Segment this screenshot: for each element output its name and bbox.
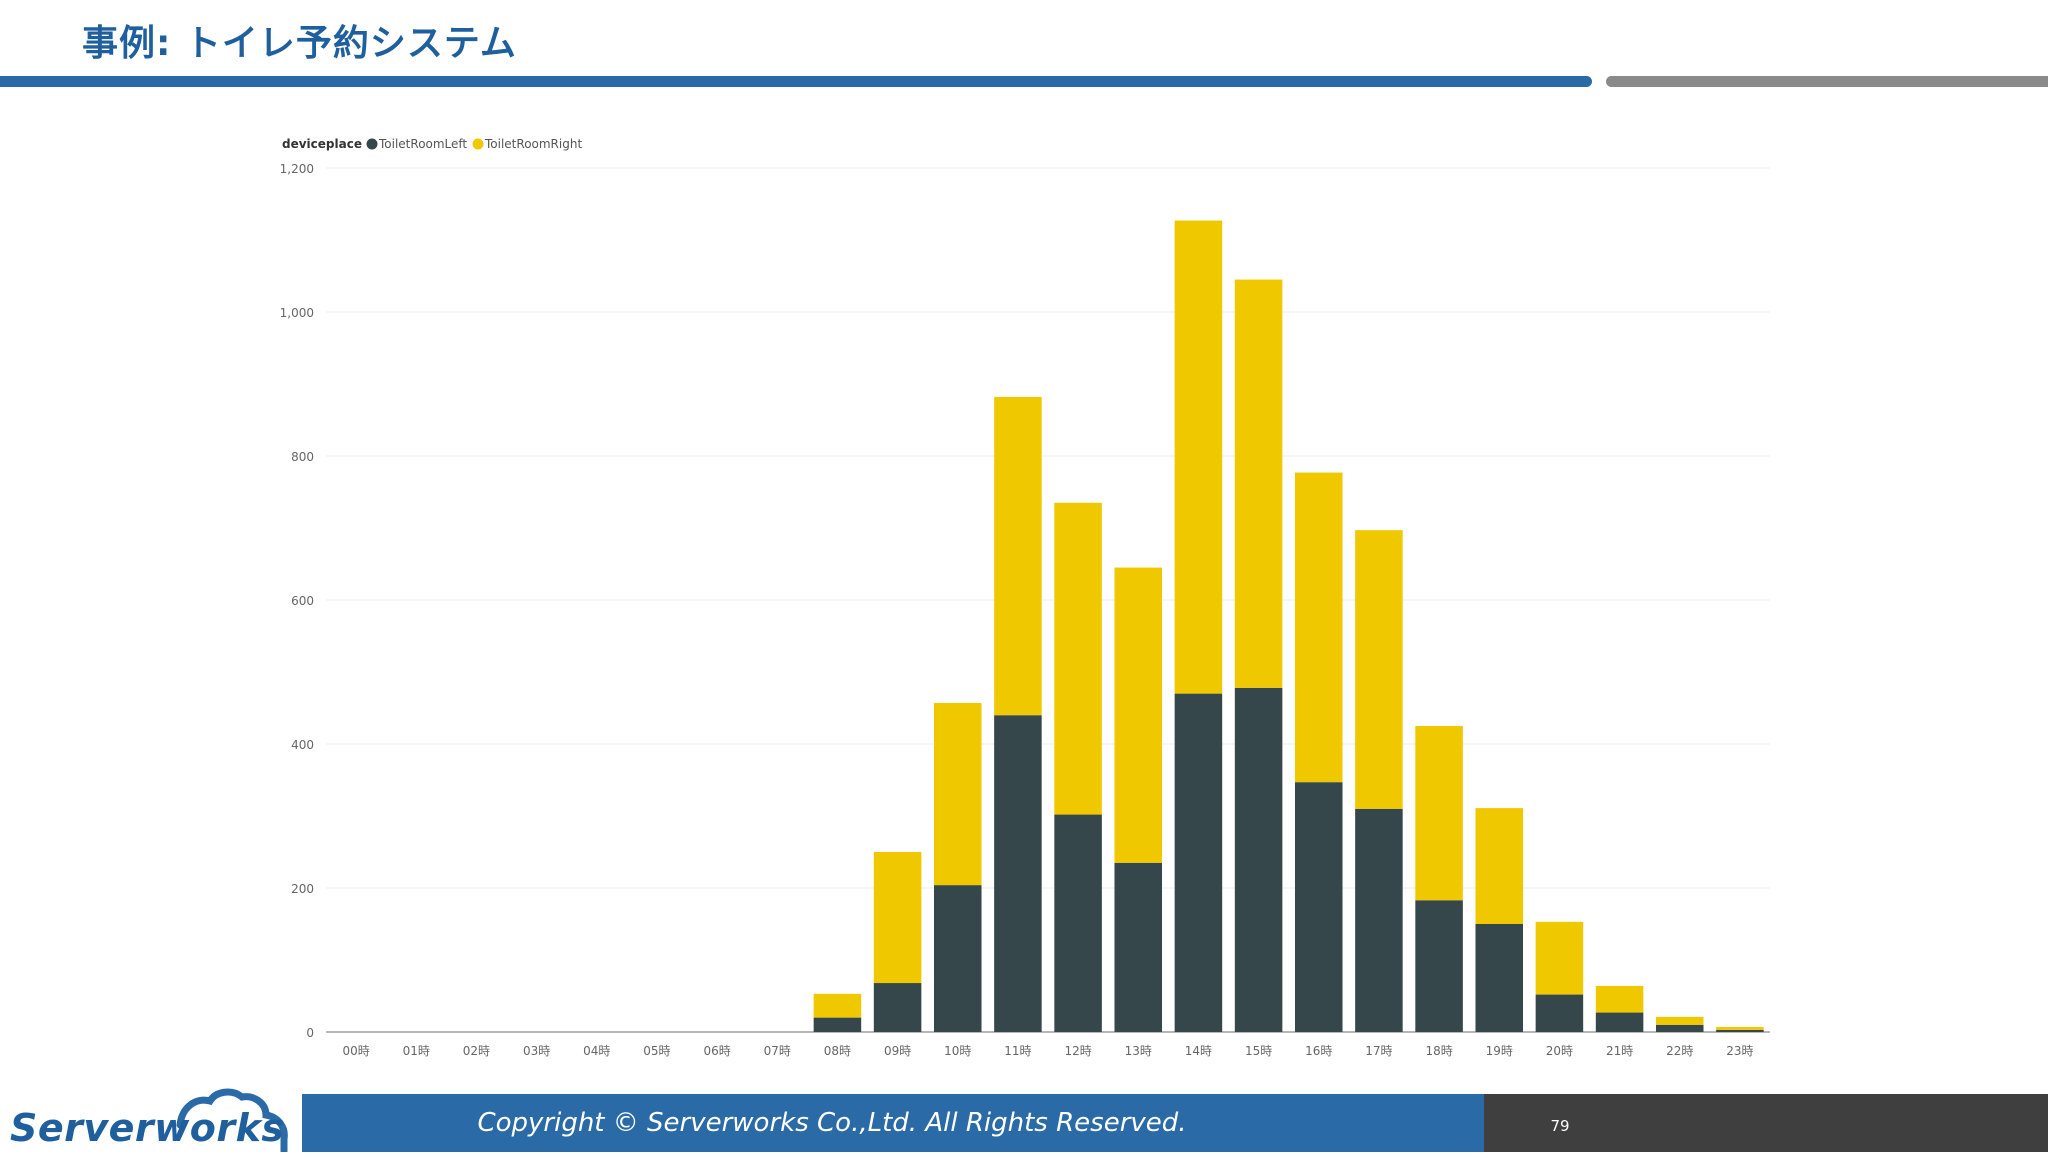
y-tick-label: 1,200 xyxy=(280,162,314,176)
page-number: 79 xyxy=(1550,1117,1570,1135)
bar-ToiletRoomLeft-09時[interactable] xyxy=(873,983,922,1032)
x-tick-label: 06時 xyxy=(703,1044,730,1058)
header-gray-bar xyxy=(1606,76,2048,87)
bar-ToiletRoomLeft-16時[interactable] xyxy=(1294,782,1343,1032)
y-tick-label: 200 xyxy=(291,882,314,896)
bar-ToiletRoomRight-14時[interactable] xyxy=(1174,220,1223,694)
bar-ToiletRoomRight-18時[interactable] xyxy=(1415,726,1463,901)
footer-blue-band xyxy=(302,1094,1484,1152)
bar-ToiletRoomRight-10時[interactable] xyxy=(933,702,982,886)
axes: 0 200 400 600 800 1,000 1,200 00時 01時 02時 03時 04時 05… xyxy=(280,162,1754,1058)
bar-ToiletRoomLeft-08時[interactable] xyxy=(813,1017,862,1032)
x-tick-label: 19時 xyxy=(1486,1044,1513,1058)
y-tick-label: 1,000 xyxy=(280,306,314,320)
x-tick-label: 08時 xyxy=(824,1044,851,1058)
x-tick-label: 15時 xyxy=(1245,1044,1272,1058)
bar-ToiletRoomRight-13時[interactable] xyxy=(1114,567,1163,863)
bar-ToiletRoomLeft-15時[interactable] xyxy=(1234,687,1283,1032)
bar-ToiletRoomRight-08時[interactable] xyxy=(813,993,862,1018)
x-tick-label: 20時 xyxy=(1546,1044,1573,1058)
x-tick-label: 00時 xyxy=(342,1044,369,1058)
header-accent-bar xyxy=(0,76,1592,87)
x-tick-label: 11時 xyxy=(1004,1044,1031,1058)
bar-ToiletRoomLeft-10時[interactable] xyxy=(933,885,982,1032)
x-tick-label: 05時 xyxy=(643,1044,670,1058)
bars xyxy=(813,220,1764,1032)
x-tick-label: 23時 xyxy=(1726,1044,1753,1058)
x-tick-label: 12時 xyxy=(1064,1044,1091,1058)
bar-ToiletRoomLeft-21時[interactable] xyxy=(1595,1012,1644,1032)
x-tick-label: 14時 xyxy=(1185,1044,1212,1058)
legend: deviceplace ToiletRoomLeft ToiletRoomRight xyxy=(282,137,582,151)
x-tick-label: 18時 xyxy=(1425,1044,1452,1058)
x-tick-label: 17時 xyxy=(1365,1044,1392,1058)
x-tick-label: 02時 xyxy=(463,1044,490,1058)
bar-ToiletRoomLeft-20時[interactable] xyxy=(1535,994,1584,1032)
serverworks-logo xyxy=(176,1088,288,1152)
footer-dark-band xyxy=(1484,1094,2048,1152)
bar-ToiletRoomRight-19時[interactable] xyxy=(1475,808,1524,924)
bar-ToiletRoomLeft-19時[interactable] xyxy=(1475,924,1524,1032)
y-tick-label: 600 xyxy=(291,594,314,608)
slide-title: 事例: トイレ予約システム xyxy=(82,23,517,64)
bar-ToiletRoomLeft-11時[interactable] xyxy=(994,715,1042,1032)
legend-marker-ToiletRoomLeft xyxy=(366,138,378,150)
bar-ToiletRoomRight-15時[interactable] xyxy=(1234,279,1283,688)
copyright-text: Copyright © Serverworks Co.,Ltd. All Rig… xyxy=(477,1108,1187,1138)
legend-title: deviceplace xyxy=(282,137,362,151)
bar-ToiletRoomLeft-14時[interactable] xyxy=(1174,693,1223,1032)
y-tick-label: 400 xyxy=(291,738,314,752)
logo-wordmark: Serverworks xyxy=(10,1106,285,1150)
x-tick-label: 04時 xyxy=(583,1044,610,1058)
x-tick-label: 09時 xyxy=(884,1044,911,1058)
bar-ToiletRoomLeft-12時[interactable] xyxy=(1054,814,1102,1032)
x-tick-label: 13時 xyxy=(1125,1044,1152,1058)
y-tick-label: 800 xyxy=(291,450,314,464)
grid-lines xyxy=(326,167,1770,1033)
bar-ToiletRoomRight-23時[interactable] xyxy=(1716,1026,1764,1030)
legend-marker-ToiletRoomRight xyxy=(472,138,484,150)
bar-ToiletRoomLeft-18時[interactable] xyxy=(1415,900,1463,1032)
bar-ToiletRoomLeft-17時[interactable] xyxy=(1355,808,1403,1032)
bar-ToiletRoomRight-17時[interactable] xyxy=(1355,530,1403,809)
bar-ToiletRoomLeft-23時[interactable] xyxy=(1716,1029,1764,1032)
bar-ToiletRoomLeft-22時[interactable] xyxy=(1655,1024,1704,1032)
x-tick-label: 22時 xyxy=(1666,1044,1693,1058)
stacked-bar-chart: 0 200 400 600 800 1,000 1,200 00時 01時 02時 03時 04時 05… xyxy=(280,137,1770,1058)
y-tick-label: 0 xyxy=(306,1026,314,1040)
x-tick-label: 10時 xyxy=(944,1044,971,1058)
bar-ToiletRoomRight-22時[interactable] xyxy=(1655,1016,1704,1025)
bar-ToiletRoomRight-09時[interactable] xyxy=(873,852,922,984)
bar-ToiletRoomRight-11時[interactable] xyxy=(994,396,1042,716)
bar-ToiletRoomLeft-13時[interactable] xyxy=(1114,862,1163,1032)
bar-ToiletRoomRight-21時[interactable] xyxy=(1595,985,1644,1013)
legend-label-ToiletRoomRight[interactable]: ToiletRoomRight xyxy=(484,137,582,151)
bar-ToiletRoomRight-16時[interactable] xyxy=(1294,472,1343,783)
x-tick-label: 03時 xyxy=(523,1044,550,1058)
x-tick-label: 16時 xyxy=(1305,1044,1332,1058)
bar-ToiletRoomRight-20時[interactable] xyxy=(1535,921,1584,995)
x-tick-label: 01時 xyxy=(403,1044,430,1058)
bar-ToiletRoomRight-12時[interactable] xyxy=(1054,502,1102,815)
legend-label-ToiletRoomLeft[interactable]: ToiletRoomLeft xyxy=(378,137,467,151)
x-tick-label: 07時 xyxy=(764,1044,791,1058)
x-tick-label: 21時 xyxy=(1606,1044,1633,1058)
cloud-icon xyxy=(176,1088,288,1152)
